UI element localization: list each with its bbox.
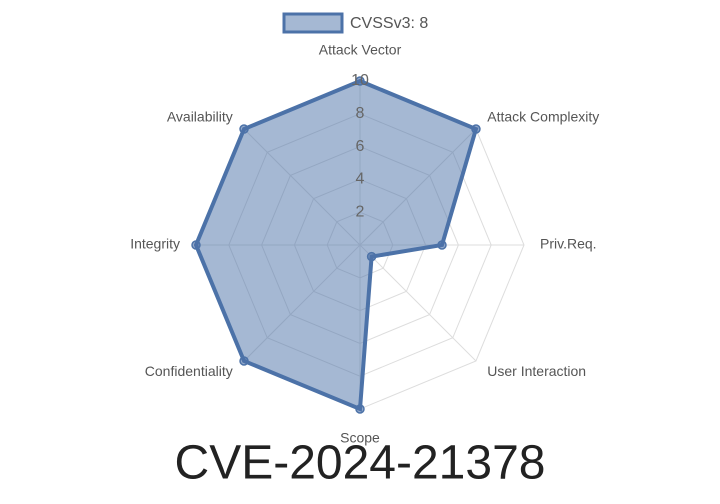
axis-label: Confidentiality bbox=[145, 363, 233, 379]
radar-point bbox=[191, 240, 201, 250]
radar-area bbox=[193, 78, 479, 412]
axis-label: Integrity bbox=[130, 236, 180, 252]
radar-point bbox=[239, 356, 249, 366]
axis-label: Scope bbox=[340, 430, 380, 446]
radar-point bbox=[355, 76, 365, 86]
axis-label: User Interaction bbox=[487, 363, 586, 379]
r-tick-label: 2 bbox=[356, 203, 365, 220]
legend-label: CVSSv3: 8 bbox=[350, 15, 428, 32]
chart-title: CVE-2024-21378 bbox=[175, 437, 546, 490]
radar-point bbox=[471, 124, 481, 134]
radar-point bbox=[366, 251, 377, 262]
radar-point bbox=[239, 124, 249, 134]
r-tick-label: 8 bbox=[356, 105, 365, 122]
axis-label: Attack Vector bbox=[319, 42, 402, 58]
axis-label: Availability bbox=[167, 108, 233, 124]
spoke bbox=[359, 244, 477, 362]
radar-point bbox=[355, 404, 365, 414]
legend-swatch bbox=[282, 12, 344, 34]
axis-label: Attack Complexity bbox=[487, 108, 599, 124]
r-tick-label: 4 bbox=[356, 171, 365, 188]
r-tick-label: 10 bbox=[351, 72, 369, 89]
radar-point bbox=[437, 240, 447, 250]
axis-label: Priv.Req. bbox=[540, 236, 597, 252]
r-tick-label: 6 bbox=[356, 138, 365, 155]
